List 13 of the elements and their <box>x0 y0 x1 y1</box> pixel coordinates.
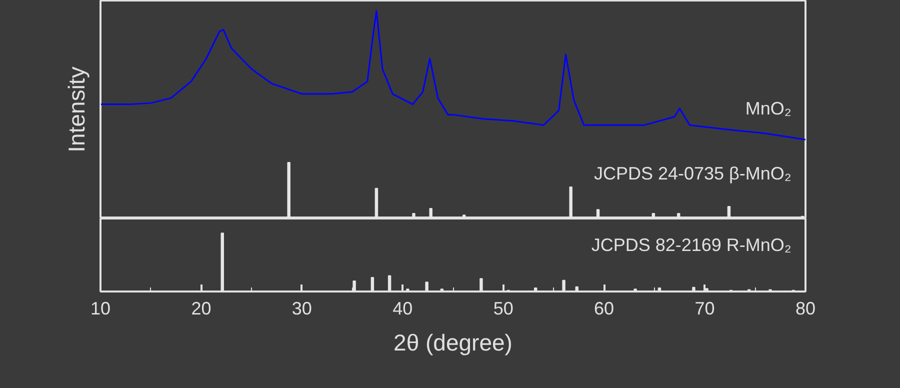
x-axis-title: 2θ (degree) <box>394 330 512 356</box>
x-tick-label: 40 <box>392 298 413 318</box>
y-axis-title: Intensity <box>64 66 90 152</box>
series-label: MnO₂ <box>745 98 792 118</box>
x-tick-label: 10 <box>90 298 111 318</box>
x-tick-label: 30 <box>292 298 312 318</box>
x-tick-label: 20 <box>191 298 212 318</box>
x-tick-label: 70 <box>694 298 715 318</box>
x-tick-label: 80 <box>795 298 816 318</box>
series-label: JCPDS 24-0735 β-MnO₂ <box>594 164 792 184</box>
x-tick-label: 60 <box>594 298 614 318</box>
x-tick-label: 50 <box>493 298 514 318</box>
series-label: JCPDS 82-2169 R-MnO₂ <box>591 234 792 255</box>
